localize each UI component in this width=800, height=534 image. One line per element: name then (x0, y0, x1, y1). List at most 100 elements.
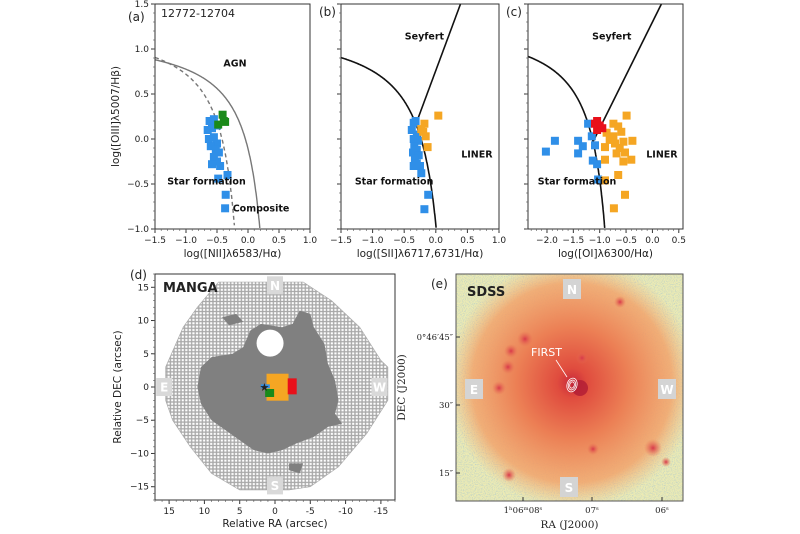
data-point-liner (617, 127, 626, 136)
data-point-star_forming (208, 160, 216, 169)
y-tick-label: −10 (130, 449, 149, 459)
axes-frame (154, 3, 311, 230)
y-tick-label: 30″ (439, 401, 453, 411)
data-point-liner (609, 119, 618, 128)
demarcation-curve (415, 3, 462, 125)
first-radio-contour (569, 381, 575, 389)
data-point-star_forming (410, 154, 419, 163)
manga-map-panel: ★ N S E W 15 10 5 0 -5 -10 -15 −15 −10 −5 0 5 10 15 Relativ… (112, 268, 396, 530)
data-point-composite (214, 120, 223, 129)
y-axis-label: Relative DEC (arcsec) (112, 330, 124, 443)
data-point-composite (219, 117, 228, 125)
region-label: Star formation (355, 176, 434, 187)
data-point-star_forming (574, 149, 583, 158)
x-tick-label: 1.0 (303, 236, 318, 246)
data-point-liner (614, 171, 623, 179)
direction-box-north (563, 279, 581, 299)
data-point-star_forming (209, 115, 218, 124)
x-tick-label: -15 (374, 507, 389, 517)
survey-label: SDSS (467, 285, 505, 300)
data-point-liner (421, 132, 430, 141)
data-point-liner (621, 190, 629, 199)
data-point-star_forming (206, 142, 215, 151)
masked-hole (256, 329, 284, 357)
y-tick-label: 15 (138, 283, 149, 293)
data-point-liner (423, 143, 432, 152)
x-tick-label: 5 (237, 507, 243, 517)
data-point-star_forming (550, 136, 559, 145)
y-axis-label: log([OIII]λ5007/Hβ) (110, 66, 122, 167)
region-label: Seyfert (405, 31, 445, 42)
region-label: Star formation (538, 176, 617, 187)
y-tick-label: −15 (130, 483, 149, 493)
y-tick-label: 15″ (439, 469, 453, 479)
data-point-star_forming (593, 160, 602, 169)
panel-label: (a) (128, 10, 145, 24)
axes-frame (527, 3, 684, 230)
x-tick-label: −1.5 (330, 236, 352, 246)
data-point-star_forming (416, 162, 424, 170)
data-point-star_forming (203, 126, 212, 134)
data-point-liner (601, 155, 609, 164)
data-point-star_forming (578, 142, 587, 151)
data-point-star_forming (414, 136, 423, 145)
direction-label-east: E (160, 381, 168, 395)
data-point-star_forming (216, 162, 225, 170)
bright-knot (517, 331, 533, 347)
x-tick-label: 1.0 (492, 236, 507, 246)
bright-knot (502, 468, 516, 482)
data-point-liner (628, 136, 637, 145)
x-tick-label: −0.5 (206, 236, 228, 246)
data-point-star_forming (214, 174, 223, 183)
direction-label-north: N (270, 279, 280, 293)
direction-box-north (267, 276, 283, 295)
x-tick-label: 0.5 (672, 236, 686, 246)
nucleus-star-icon: ★ (259, 381, 269, 394)
data-point-liner (622, 111, 631, 120)
detected-emission-region (289, 463, 304, 474)
bright-knot (614, 296, 626, 308)
y-tick-label: −5 (136, 416, 149, 426)
data-point-seyfert (598, 124, 607, 133)
data-point-liner (420, 119, 429, 128)
bright-knot (661, 457, 671, 467)
x-tick-label: −0.5 (615, 236, 637, 246)
data-point-star_forming (407, 126, 416, 134)
x-tick-label: 0.0 (645, 236, 660, 246)
y-tick-label: 5 (143, 350, 149, 360)
x-tick-label: −1.5 (562, 236, 584, 246)
bright-knot (587, 443, 599, 455)
data-point-seyfert (593, 117, 602, 125)
sdss-image: FIRST (456, 274, 683, 501)
region-label: Composite (233, 203, 290, 214)
first-radio-contour (567, 379, 577, 391)
x-tick-label: −1.0 (175, 236, 197, 246)
demarcation-curve (154, 56, 236, 226)
axes-frame (340, 3, 500, 230)
x-tick-label: 15 (163, 507, 174, 517)
image-frame (455, 273, 684, 502)
survey-label: MANGA (163, 281, 218, 296)
x-tick-label: −0.5 (393, 236, 415, 246)
data-point-liner (612, 149, 621, 158)
panel-label: (e) (431, 277, 448, 291)
data-point-star_forming (420, 205, 429, 214)
data-point-star_forming (574, 136, 583, 145)
region-label: Seyfert (592, 31, 632, 42)
data-point-composite (218, 110, 227, 119)
x-tick-label: 0.5 (272, 236, 286, 246)
data-point-star_forming (541, 147, 550, 156)
data-point-star_forming (588, 156, 597, 165)
galaxy-halo (456, 274, 683, 501)
data-point-star_forming (591, 141, 599, 150)
data-point-star_forming (213, 139, 221, 148)
direction-box-south (560, 477, 578, 497)
data-point-star_forming (221, 204, 230, 213)
x-axis-label: log([OI]λ6300/Hα) (558, 248, 653, 260)
star-forming-spaxels (260, 384, 270, 389)
bpt-panel-sii: −1.5 −1.0 −0.5 0.0 0.5 1.0 log([SII]λ6717,6731… (319, 3, 507, 260)
y-tick-label: 0°46′45″ (417, 333, 453, 343)
data-point-star_forming (411, 117, 420, 125)
data-point-liner (602, 128, 611, 137)
